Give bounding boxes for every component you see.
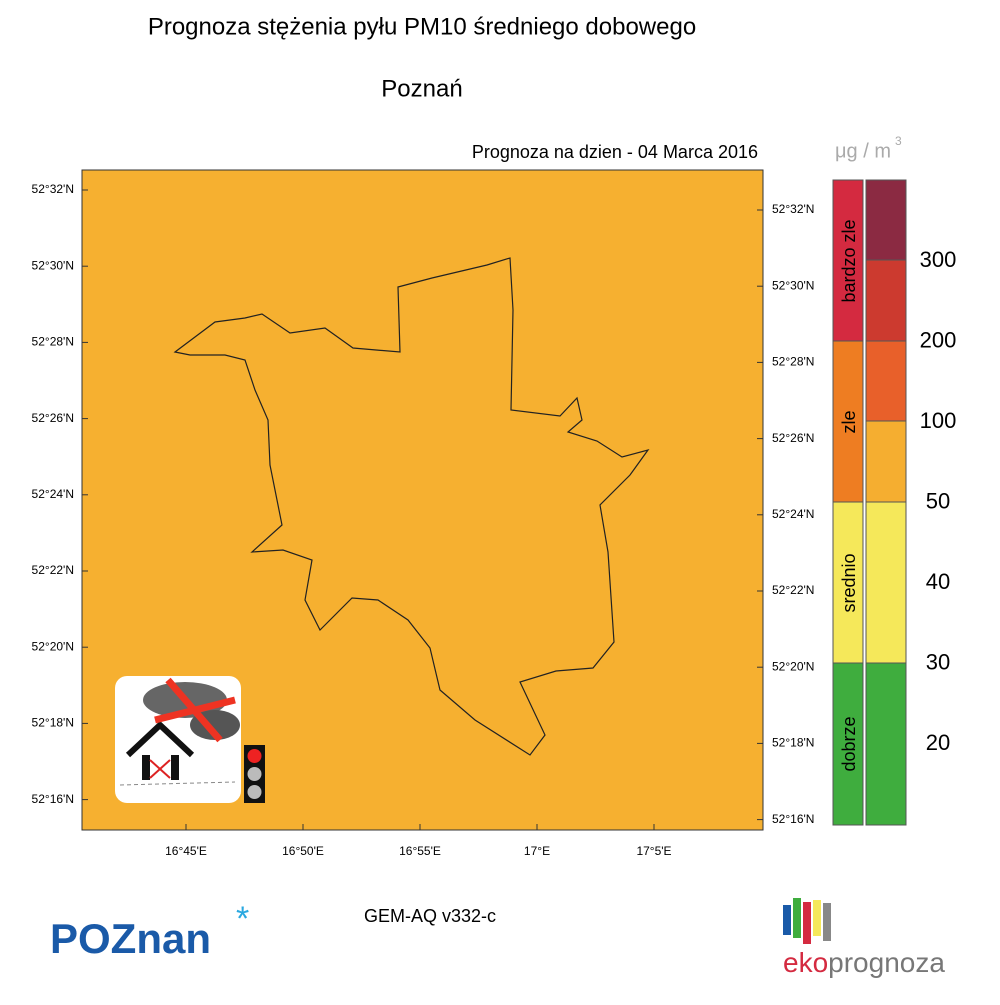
lon-label: 16°45'E xyxy=(165,844,207,858)
date-label: Prognoza na dzien - 04 Marca 2016 xyxy=(472,142,758,162)
lat-label: 52°20'N xyxy=(32,639,74,653)
lat-label: 52°16'N xyxy=(32,792,74,806)
lat-label: 52°22'N xyxy=(32,563,74,577)
lon-label: 17°5'E xyxy=(636,844,671,858)
lat-label: 52°20'N xyxy=(772,659,814,673)
lon-label: 16°50'E xyxy=(282,844,324,858)
level-label: 50 xyxy=(926,488,950,513)
level-label: 100 xyxy=(920,408,957,433)
logo-eko: eko xyxy=(783,947,828,978)
level-label: 40 xyxy=(926,569,950,594)
category-label: bardzo zle xyxy=(839,219,859,302)
logo-poznan: POZnan xyxy=(50,915,211,962)
logo-ekoprognoza: ekoprognoza xyxy=(783,947,945,978)
ekoprognoza-bars xyxy=(783,898,831,944)
lat-label: 52°26'N xyxy=(32,411,74,425)
traffic-light xyxy=(244,745,265,803)
category-label: dobrze xyxy=(839,716,859,771)
category-label: srednio xyxy=(839,553,859,612)
level-label: 300 xyxy=(920,247,957,272)
city-boundary xyxy=(173,257,650,756)
category-label: zle xyxy=(839,410,859,433)
lat-label: 52°30'N xyxy=(772,278,814,292)
logo-prognoza: prognoza xyxy=(828,947,945,978)
lat-label: 52°26'N xyxy=(772,431,814,445)
colorbar xyxy=(832,179,907,826)
lon-label: 17°E xyxy=(524,844,550,858)
lat-label: 52°18'N xyxy=(772,736,814,750)
lat-label: 52°32'N xyxy=(772,202,814,216)
lat-label: 52°16'N xyxy=(772,812,814,826)
lat-label: 52°28'N xyxy=(772,355,814,369)
lat-label: 52°22'N xyxy=(772,583,814,597)
level-label: 30 xyxy=(926,649,950,674)
unit: μg / m xyxy=(835,140,891,162)
lon-label: 16°55'E xyxy=(399,844,441,858)
level-label: 20 xyxy=(926,730,950,755)
lat-label: 52°32'N xyxy=(32,182,74,196)
title: Prognoza stężenia pyłu PM10 średniego do… xyxy=(148,13,696,40)
unit-exponent: 3 xyxy=(895,134,902,148)
logo-star: * xyxy=(236,900,249,938)
city: Poznań xyxy=(381,75,462,102)
lat-label: 52°24'N xyxy=(772,507,814,521)
no-burning-icon xyxy=(115,676,241,803)
lat-label: 52°30'N xyxy=(32,258,74,272)
level-label: 200 xyxy=(920,327,957,352)
lat-label: 52°28'N xyxy=(32,335,74,349)
lat-label: 52°18'N xyxy=(32,716,74,730)
lat-label: 52°24'N xyxy=(32,487,74,501)
model: GEM-AQ v332-c xyxy=(364,906,496,926)
